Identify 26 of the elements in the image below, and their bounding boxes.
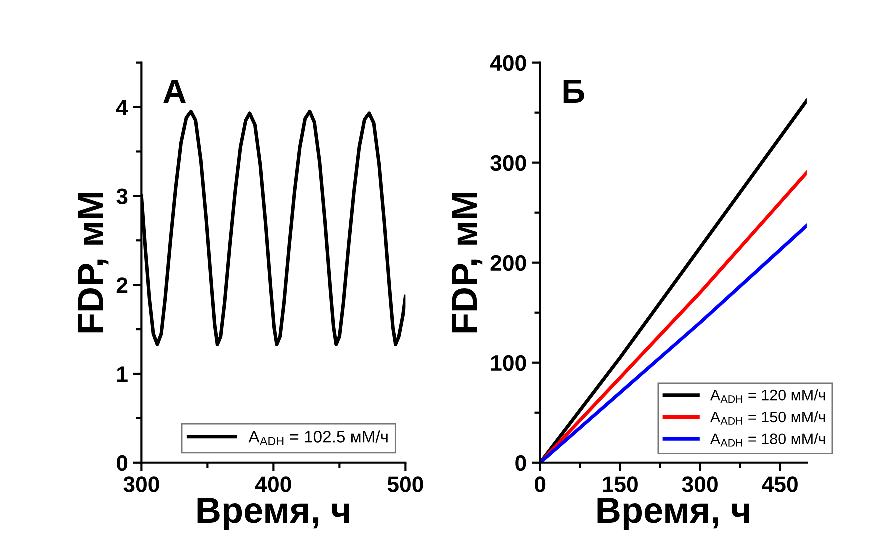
- x-tick-label: 0: [535, 476, 546, 492]
- legend-label: A$_{ADH}$ = 150 мМ/ч: [710, 411, 826, 425]
- annotation: А: [164, 80, 186, 103]
- x-tick-label: 450: [762, 476, 798, 492]
- legend-label: A$_{ADH}$ = 120 мМ/ч: [710, 390, 826, 404]
- y-tick-label: 0: [117, 455, 128, 472]
- y-axis-title: FDP, мМ: [78, 193, 109, 333]
- legend-label: A$_{ADH}$ = 180 мМ/ч: [710, 433, 826, 447]
- x-tick-label: 400: [255, 476, 292, 492]
- annotation: Б: [564, 80, 584, 103]
- x-tick-label: 150: [603, 476, 638, 492]
- x-tick-label: 300: [682, 476, 718, 492]
- y-tick-label: 3: [116, 188, 128, 204]
- y-tick-label: 100: [491, 355, 526, 372]
- y-tick-label: 400: [490, 55, 526, 72]
- x-axis-title: Время, ч: [198, 498, 350, 530]
- y-tick-label: 0: [516, 455, 526, 472]
- y-tick-label: 200: [490, 255, 526, 272]
- y-tick-label: 2: [116, 278, 128, 294]
- legend-label: A$_{ADH}$ = 102.5 мМ/ч: [248, 430, 388, 446]
- y-axis-title: FDP, мМ: [452, 193, 483, 333]
- y-tick-label: 1: [118, 366, 128, 382]
- y-tick-label: 300: [490, 155, 526, 172]
- y-tick-label: 4: [116, 100, 128, 116]
- x-axis-title: Время, ч: [598, 498, 750, 530]
- x-tick-label: 500: [388, 476, 424, 492]
